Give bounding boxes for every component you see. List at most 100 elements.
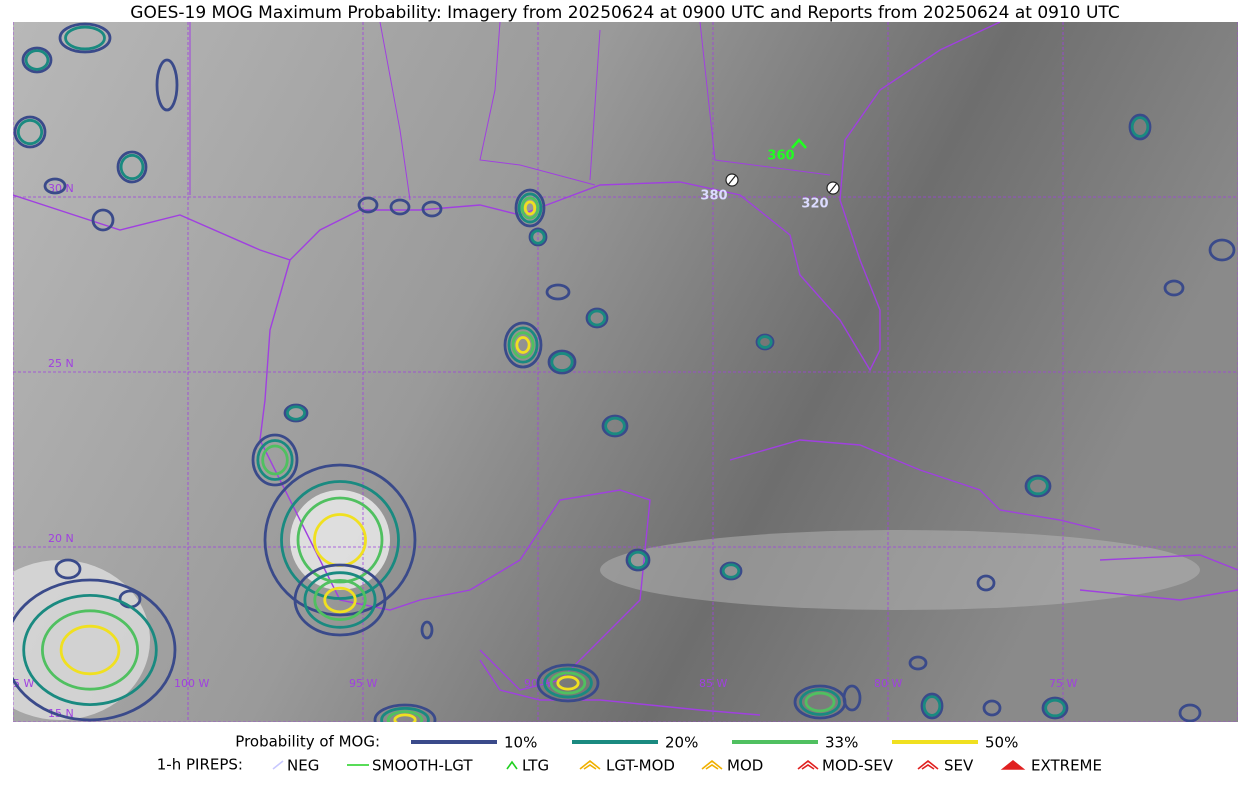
probability-contour xyxy=(323,586,357,614)
probability-contour xyxy=(515,336,531,354)
probability-contour xyxy=(13,115,47,149)
report-label: 320 xyxy=(801,197,828,212)
probability-contour xyxy=(91,208,115,232)
legend-label: 10% xyxy=(504,734,537,752)
report-label: 360 xyxy=(767,149,794,164)
probability-contour xyxy=(556,675,580,691)
map: 105 W 100 W 95 W 90 W 85 W 80 W 75 W30 N25 N20… xyxy=(13,22,1238,722)
probability-contour xyxy=(604,416,626,436)
probability-contour xyxy=(520,196,540,220)
legend-label: SEV xyxy=(944,757,974,775)
legend-label: 50% xyxy=(985,734,1018,752)
title: GOES-19 MOG Maximum Probability: Imagery… xyxy=(130,3,1119,23)
probability-contour xyxy=(1130,116,1150,138)
probability-contour xyxy=(22,594,158,707)
probability-contour xyxy=(263,463,417,617)
pirep-icon xyxy=(506,760,518,770)
probability-contour xyxy=(116,150,148,184)
probability-contour xyxy=(547,349,577,375)
lon-label: 80 W xyxy=(874,677,902,690)
coastline xyxy=(13,22,1238,716)
probability-contour xyxy=(283,403,309,423)
legend-label: NEG xyxy=(287,757,319,775)
probability-contour xyxy=(389,198,411,216)
legend-label: LTG xyxy=(522,757,549,775)
probability-contour xyxy=(58,22,112,54)
report-label: 380 xyxy=(700,189,727,204)
probability-contour xyxy=(804,691,836,713)
probability-contour xyxy=(296,496,384,584)
pirep-icon xyxy=(1000,759,1026,770)
borders xyxy=(189,22,831,201)
probability-contour xyxy=(799,688,841,716)
probability-contour xyxy=(373,703,437,722)
probability-contour xyxy=(628,550,648,570)
probability-contour xyxy=(41,609,139,691)
pirep-icon xyxy=(272,760,284,770)
lat-label: 20 N xyxy=(48,532,74,545)
probability-contour xyxy=(528,227,548,247)
probability-contour xyxy=(755,333,775,351)
legend-label: 20% xyxy=(665,734,698,752)
probability-contour xyxy=(517,192,543,224)
pirep-icon xyxy=(579,759,601,770)
probability-contour xyxy=(587,309,607,327)
probability-contour xyxy=(280,480,400,600)
neg-icon xyxy=(828,182,838,194)
probability-contour xyxy=(16,118,44,146)
cloud xyxy=(600,530,1200,610)
legend-label: EXTREME xyxy=(1031,757,1102,775)
probability-contour xyxy=(1178,703,1202,722)
probability-contour xyxy=(757,335,773,349)
pirep-icon xyxy=(701,759,723,770)
probability-contour xyxy=(514,188,546,228)
ltg-icon xyxy=(791,138,807,149)
probability-contour xyxy=(982,699,1002,717)
probability-contour xyxy=(155,58,179,112)
lon-label: 85 W xyxy=(699,677,727,690)
probability-contour xyxy=(43,177,67,195)
cloud xyxy=(290,490,390,590)
probability-contour xyxy=(54,558,82,580)
probability-contour xyxy=(1027,476,1049,496)
probability-contour xyxy=(24,49,50,71)
lat-label: 25 N xyxy=(48,357,74,370)
probability-contour xyxy=(976,574,996,592)
legend-label: MOD xyxy=(727,757,763,775)
probability-contour xyxy=(842,684,862,712)
probability-contour xyxy=(545,283,571,301)
probability-contour xyxy=(922,695,942,717)
probability-contour xyxy=(119,153,145,181)
probability-contour xyxy=(601,414,629,438)
probability-contour xyxy=(503,321,543,369)
pirep-icon xyxy=(917,759,939,770)
pirep-reports: 380 320 360 xyxy=(700,138,840,212)
legend-title: 1-h PIREPS: xyxy=(157,756,243,774)
neg-icon xyxy=(727,174,737,186)
probability-contour xyxy=(530,229,546,245)
probability-contour xyxy=(1044,698,1066,718)
probability-contour xyxy=(357,196,379,214)
probability-contour xyxy=(1024,474,1052,498)
lon-label: 75 W xyxy=(1049,677,1077,690)
probability-contour xyxy=(549,671,587,695)
mog-contours xyxy=(13,22,1236,722)
probability-contour xyxy=(59,624,121,676)
lon-label: 100 W xyxy=(174,677,209,690)
probability-contour xyxy=(550,352,574,372)
probability-contour xyxy=(1041,696,1069,720)
probability-contour xyxy=(251,433,299,487)
legend: Probability of MOG: 1-h PIREPS: 10% 20% 33… xyxy=(157,733,1102,775)
probability-contour xyxy=(920,692,944,720)
probability-contour xyxy=(386,710,424,722)
probability-contour xyxy=(293,563,387,637)
pirep-icon xyxy=(797,759,819,770)
probability-contour xyxy=(261,444,289,476)
probability-contour xyxy=(286,405,306,421)
probability-contour xyxy=(64,25,106,51)
probability-contour xyxy=(536,663,600,703)
probability-contour xyxy=(421,200,443,218)
legend-label: LGT-MOD xyxy=(606,757,675,775)
